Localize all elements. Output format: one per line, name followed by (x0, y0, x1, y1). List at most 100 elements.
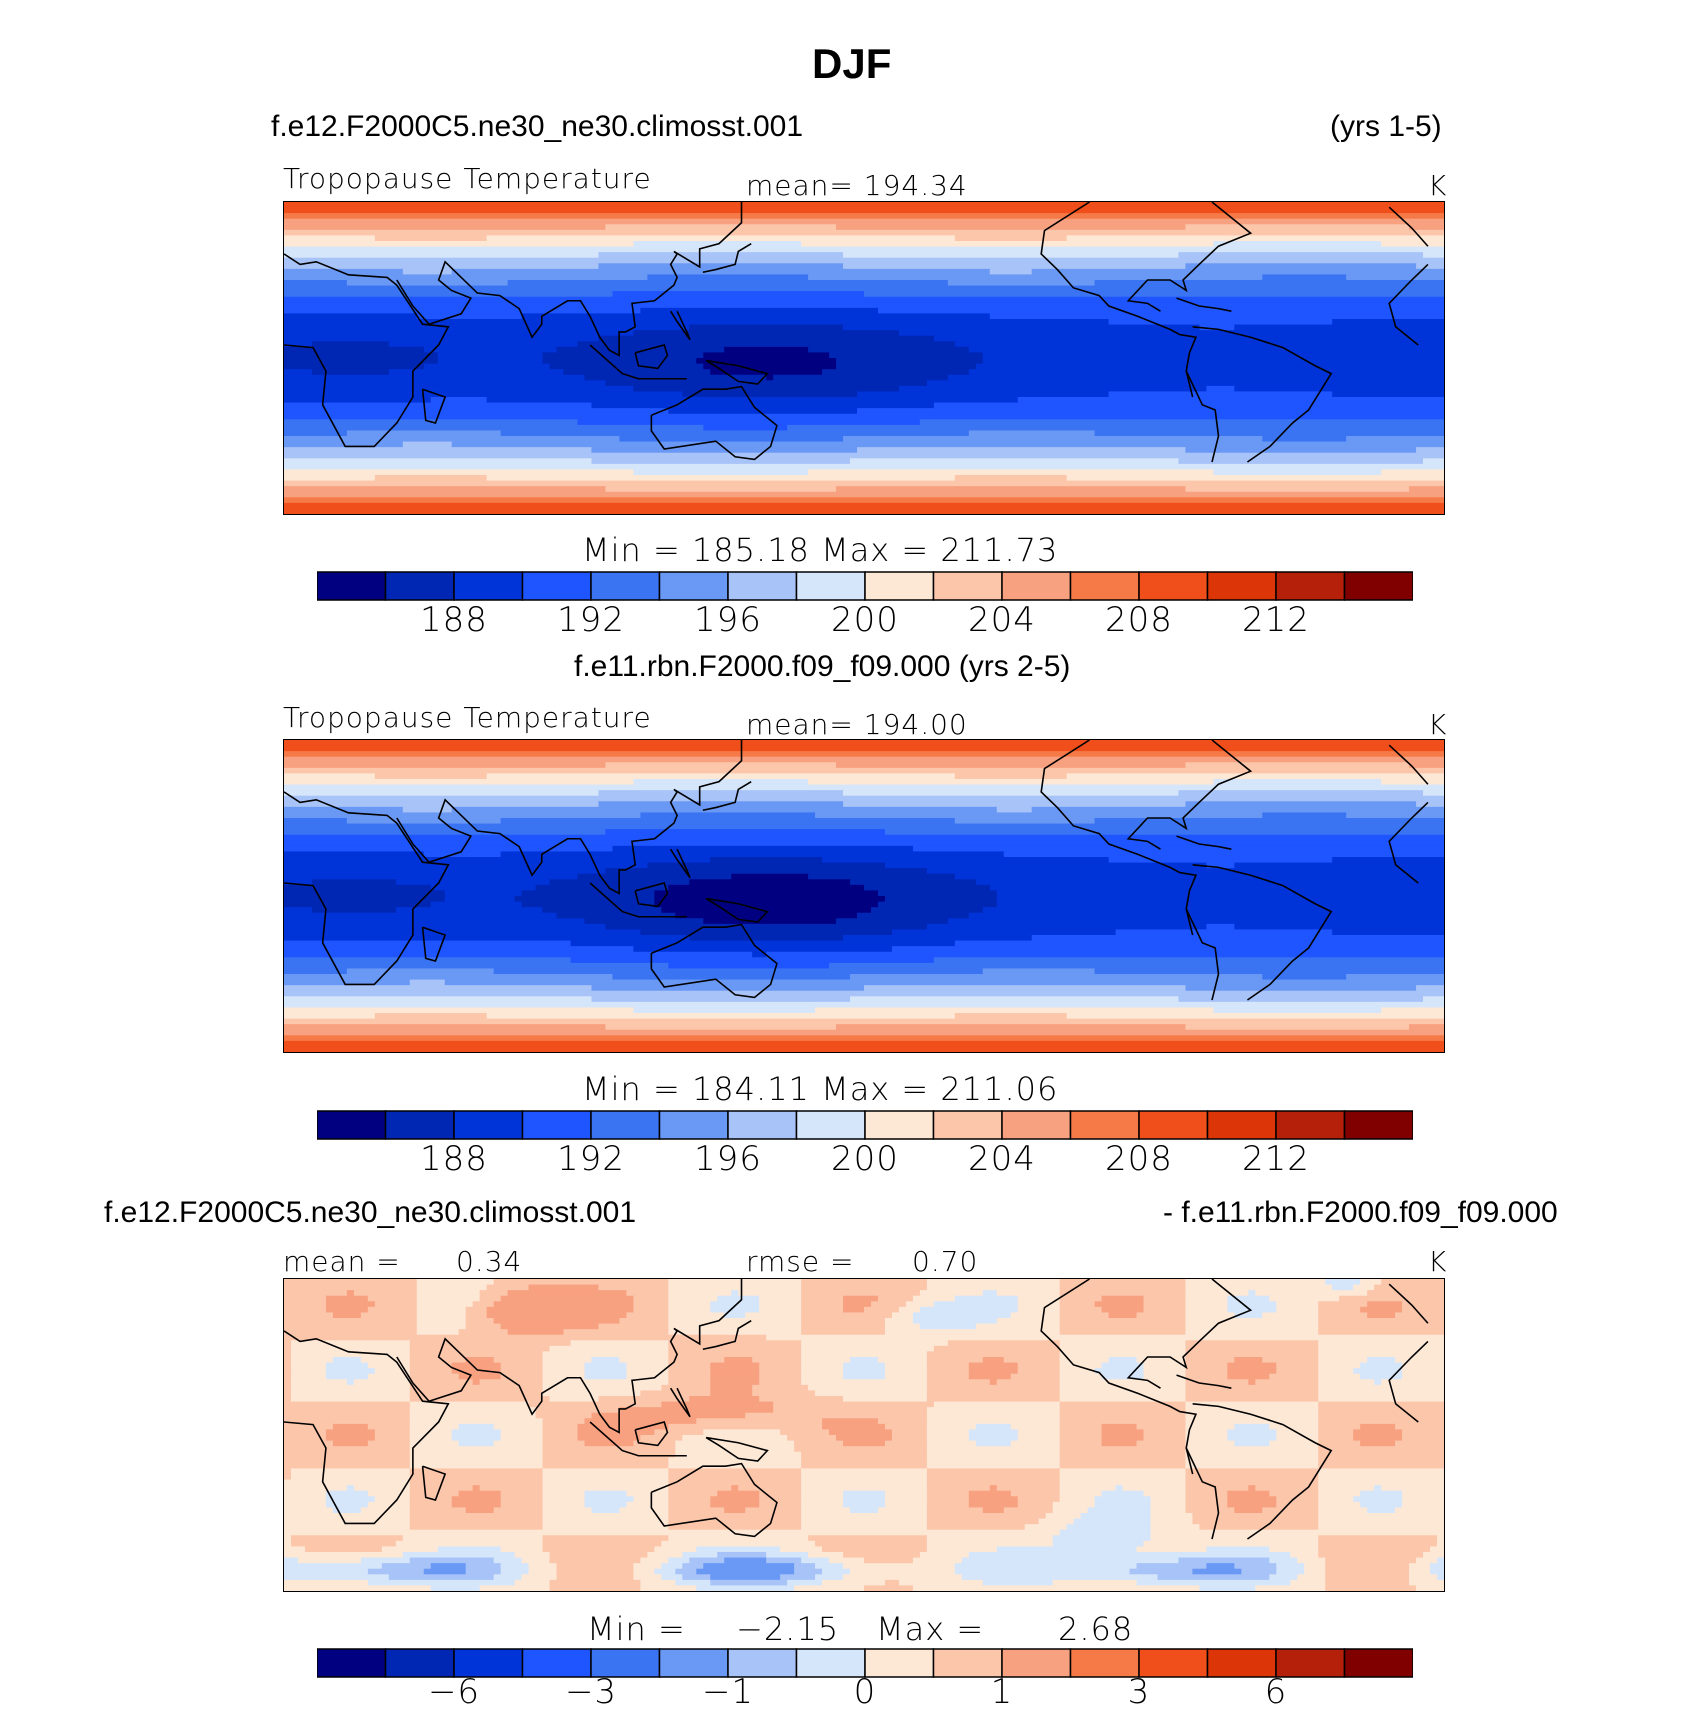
panel3-map-cell (284, 1329, 418, 1336)
panel1-map-cell (1381, 241, 1444, 248)
panel3-map-cell (416, 1279, 495, 1286)
panel2-colorbar-tick-label: 212 (1242, 1139, 1310, 1179)
panel3-map-cell (1185, 1345, 1320, 1353)
panel1-map-cell (633, 330, 900, 337)
panel3-map-cell (284, 1535, 292, 1542)
panel3-map-cell (542, 1440, 586, 1447)
panel3-map-cell (843, 1396, 928, 1403)
panel3-map-cell (284, 1540, 292, 1548)
panel1-map-cell (1185, 486, 1410, 493)
panel1-map-cell (898, 330, 1444, 337)
panel3-map-cell (1185, 1351, 1320, 1358)
panel3-map-cell (409, 1412, 537, 1420)
panel3-map-cell (284, 1384, 292, 1392)
panel3-map-cell (738, 1485, 802, 1492)
panel3-map-cell (1017, 1362, 1061, 1369)
panel3-map-cell (507, 1290, 628, 1297)
panel2-map-cell (284, 823, 1444, 830)
panel1-map-cell (843, 436, 1264, 443)
panel2-map-cell (284, 901, 432, 908)
panel1-map-cell (857, 391, 1110, 398)
panel3-map-cell (325, 1496, 376, 1503)
panel2-map-cell (1185, 801, 1417, 808)
panel1-map-cell (808, 274, 1264, 281)
panel3-map-cell (290, 1351, 411, 1358)
panel3-map-cell (451, 1362, 502, 1369)
panel3-map-cell (367, 1568, 425, 1576)
panel1-map-cell (374, 235, 488, 242)
panel3-map-cell (1136, 1357, 1187, 1364)
panel1-map-cell (284, 458, 593, 465)
panel3-mean-text: mean = (283, 1245, 401, 1278)
panel3-map-cell (1206, 1546, 1271, 1553)
panel3-map-cell (1318, 1423, 1361, 1431)
panel3-map-cell (367, 1579, 516, 1587)
panel3-map-cell (284, 1496, 327, 1503)
panel3-map-cell (1101, 1440, 1138, 1447)
panel3-map-cell (1150, 1529, 1444, 1537)
panel3-colorbar-tick-label: 1 (990, 1672, 1014, 1712)
panel3-map-cell (1248, 1485, 1257, 1492)
panel3-map-cell (626, 1368, 670, 1375)
panel3-map-cell (542, 1501, 586, 1509)
panel3-map-cell (640, 1585, 698, 1591)
panel2-map-cell (284, 779, 635, 786)
panel3-map-coastline (1185, 1447, 1220, 1540)
panel1-colorbar-swatch (521, 571, 592, 601)
panel3-map-cell (919, 1323, 977, 1330)
panel3-map-cell (409, 1362, 453, 1369)
panel3-map-cell (759, 1501, 802, 1509)
panel3-map-cell (884, 1496, 928, 1503)
panel3-map-cell (542, 1357, 593, 1364)
panel1-map-cell (284, 224, 607, 231)
panel2-map-coastline (589, 882, 687, 918)
panel3-map-cell (1101, 1429, 1145, 1436)
panel3-map-cell (1227, 1435, 1278, 1442)
panel3-map-cell (325, 1373, 369, 1381)
panel2-map-cell (891, 929, 1117, 936)
panel3-map-cell (703, 1563, 795, 1570)
panel3-map-cell (1059, 1357, 1110, 1364)
panel3-map-cell (416, 1301, 474, 1308)
panel2-map-cell (989, 884, 1444, 892)
panel3-map-cell (1017, 1429, 1061, 1436)
panel1-map-cell (598, 252, 844, 259)
panel3-colorbar-tick-label: 6 (1264, 1672, 1288, 1712)
panel1-map-cell (724, 346, 809, 354)
panel1-map-cell (423, 363, 551, 370)
panel3-map-cell (1038, 1518, 1075, 1525)
panel3-map-cell (465, 1318, 495, 1325)
panel3-map-cell (1318, 1357, 1368, 1364)
panel3-map-cell (801, 1312, 893, 1319)
panel3-map-cell (1262, 1357, 1320, 1364)
panel3-map-cell (521, 1557, 551, 1564)
panel3-map-cell (1318, 1507, 1368, 1514)
panel2-map-cell (311, 907, 397, 914)
panel2-map-cell (766, 951, 1444, 959)
panel3-map-cell (1416, 1585, 1444, 1591)
panel3-map-cell (346, 1290, 355, 1297)
panel1-colorbar-tick-label: 196 (694, 600, 762, 640)
panel2-map-cell (612, 974, 851, 981)
panel1-colorbar-swatch (1001, 571, 1072, 601)
panel3-map-cell (898, 1306, 921, 1314)
panel3-map-cell (479, 1585, 551, 1591)
panel2-map-cell (1262, 974, 1347, 981)
panel1-map-cell (682, 391, 858, 398)
panel1-map-cell (284, 469, 635, 476)
panel1-map-cell (1381, 469, 1444, 476)
panel3-map-cell (1108, 1357, 1138, 1364)
panel3-map-cell (829, 1429, 893, 1436)
panel3-map-cell (1059, 1279, 1187, 1286)
panel3-map-cell (1318, 1418, 1444, 1425)
panel2-map-cell (521, 901, 656, 908)
panel3-map-cell (284, 1396, 292, 1403)
panel3-map-cell (284, 1301, 327, 1308)
panel3-map-cell (1143, 1429, 1187, 1436)
panel2-map-cell (542, 907, 663, 914)
panel3-map-cell (912, 1312, 1012, 1319)
panel3-map-cell (822, 1546, 928, 1553)
panel3-map-cell (661, 1563, 684, 1570)
panel3-map-cell (542, 1384, 663, 1392)
panel3-map-cell (290, 1396, 411, 1403)
